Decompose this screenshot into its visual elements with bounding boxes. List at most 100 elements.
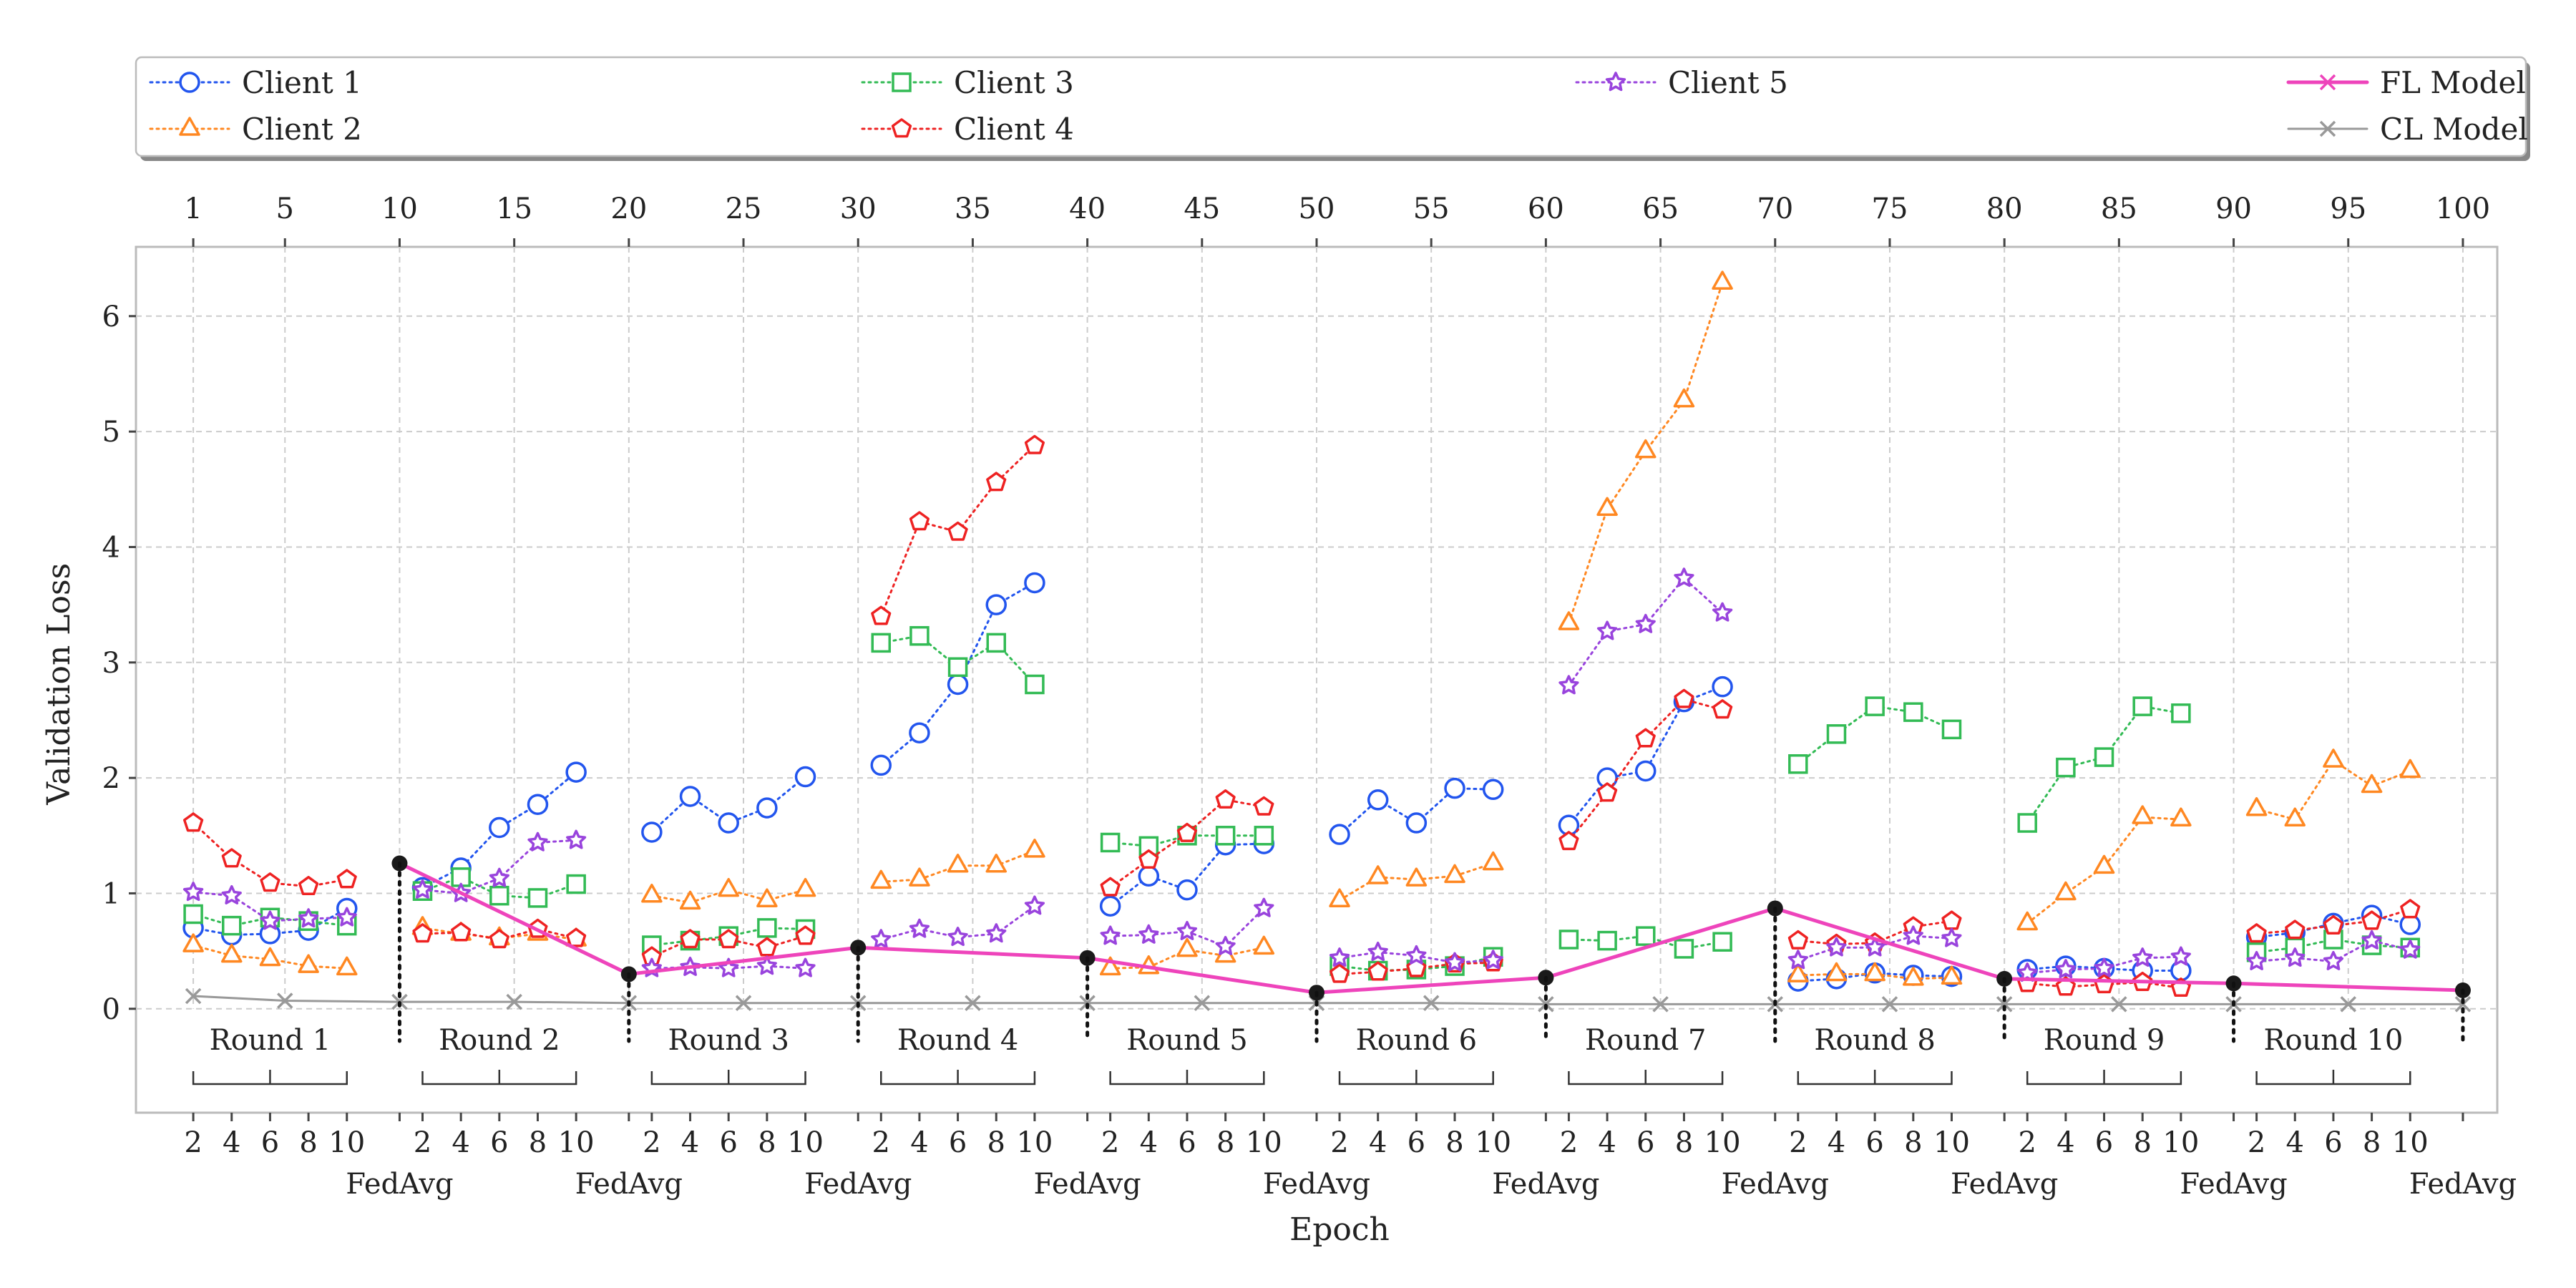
client-2-point: [1712, 270, 1733, 290]
client-2-point: [2399, 758, 2421, 779]
client-3-point: [2132, 696, 2152, 716]
client-5-point: [756, 955, 777, 975]
round-label: Round 1: [210, 1024, 331, 1057]
client-3-point: [1215, 826, 1236, 846]
round-label: Round 6: [1356, 1024, 1478, 1057]
round-bracket: [2255, 1070, 2411, 1085]
bottom-tick-label: 4: [2057, 1126, 2074, 1159]
cl-model-point: [1652, 996, 1669, 1013]
client-5-point: [1329, 947, 1350, 967]
bottom-tick-label: 6: [2324, 1126, 2342, 1159]
top-tick-label: 80: [1986, 192, 2023, 225]
client-4-point: [1367, 961, 1388, 981]
client-5-point: [1483, 950, 1503, 970]
bottom-tick-label: 6: [1178, 1126, 1196, 1159]
top-tick-label: 20: [610, 192, 647, 225]
bottom-tick-label: 6: [1865, 1126, 1883, 1159]
client-1-point: [870, 754, 892, 776]
top-tick-label: 90: [2215, 192, 2252, 225]
client-5-point: [1903, 925, 1923, 945]
cl-model-point: [1423, 995, 1440, 1011]
fedavg-label: FedAvg: [575, 1168, 683, 1201]
bottom-tick-label: 8: [2363, 1126, 2381, 1159]
client-1-point: [641, 821, 663, 843]
bottom-tick-label: 10: [1016, 1126, 1053, 1159]
bottom-tick-label: 2: [414, 1126, 431, 1159]
bottom-tick-label: 4: [1369, 1126, 1387, 1159]
client-1-point: [527, 794, 549, 815]
bottom-tick-label: 8: [1675, 1126, 1693, 1159]
client-1-point: [909, 722, 930, 743]
client-5-point: [1635, 613, 1656, 633]
client-2-point: [641, 883, 663, 903]
client-5-point: [1712, 602, 1733, 622]
top-tick-label: 70: [1757, 192, 1793, 225]
bottom-tick-label: 6: [719, 1126, 737, 1159]
bottom-tick-label: 10: [1246, 1126, 1282, 1159]
fedavg-label: FedAvg: [1033, 1168, 1141, 1201]
legend-marker: [179, 117, 200, 136]
client-2-point: [794, 877, 816, 897]
grid-layer: [135, 245, 2499, 1114]
top-tick-label: 95: [2330, 192, 2366, 225]
bottom-tick-label: 4: [1140, 1126, 1158, 1159]
client-3-line: [2026, 705, 2182, 824]
legend-marker: [2319, 74, 2336, 91]
client-1-line: [1567, 686, 1724, 826]
client-3-point: [183, 904, 203, 924]
round-label: Round 8: [1814, 1024, 1936, 1057]
client-5-point: [2132, 947, 2153, 967]
client-2-point: [2170, 807, 2192, 827]
client-4-point: [756, 937, 777, 957]
client-3-point: [1558, 930, 1579, 950]
client-2-point: [909, 867, 930, 887]
client-3-point: [2094, 747, 2114, 767]
client-1-point: [985, 594, 1008, 615]
client-4-point: [412, 923, 433, 943]
client-3-point: [871, 633, 892, 653]
fedavg-label: FedAvg: [1722, 1168, 1829, 1201]
legend-label: CL Model: [2380, 112, 2528, 147]
client-4-point: [298, 876, 319, 896]
round-label: Round 3: [668, 1024, 789, 1057]
cl-model-point: [277, 992, 293, 1009]
client-2-point: [1635, 439, 1657, 459]
round-label: Round 5: [1126, 1024, 1248, 1057]
fedavg-label: FedAvg: [1951, 1168, 2058, 1201]
client-2-point: [1558, 611, 1580, 630]
cl-model-point: [1881, 996, 1898, 1013]
client-5-point: [298, 908, 319, 928]
cl-model-point: [1194, 995, 1211, 1011]
client-1-point: [1444, 777, 1465, 799]
client-2-point: [2055, 881, 2077, 901]
client-5-point: [1826, 937, 1847, 957]
client-2-point: [2016, 911, 2038, 931]
legend-marker: [891, 118, 912, 138]
client-5-point: [1941, 927, 1962, 947]
bottom-tick-label: 8: [1216, 1126, 1234, 1159]
client-3-point: [1254, 826, 1274, 846]
client-5-point: [260, 910, 280, 930]
bottom-tick-label: 6: [261, 1126, 279, 1159]
client-5-point: [2323, 950, 2344, 970]
legend-entry: Client 2: [149, 112, 362, 147]
bottom-tick-label: 8: [987, 1126, 1005, 1159]
client-1-point: [1329, 824, 1350, 845]
client-4-point: [1100, 877, 1121, 897]
bottom-tick-label: 10: [2392, 1126, 2429, 1159]
bottom-tick-label: 6: [2095, 1126, 2113, 1159]
bottom-tick-label: 6: [490, 1126, 508, 1159]
client-2-point: [1099, 956, 1121, 976]
client-5-point: [947, 927, 968, 947]
client-2-point: [2323, 748, 2344, 768]
top-tick-label: 35: [955, 192, 991, 225]
client-5-point: [2170, 946, 2191, 966]
fedavg-label: FedAvg: [2409, 1168, 2517, 1201]
client-4-point: [489, 929, 509, 949]
round-bracket: [192, 1070, 348, 1085]
client-1-point: [718, 812, 739, 834]
bottom-tick-label: 6: [1636, 1126, 1654, 1159]
client-3-point: [1597, 930, 1617, 951]
